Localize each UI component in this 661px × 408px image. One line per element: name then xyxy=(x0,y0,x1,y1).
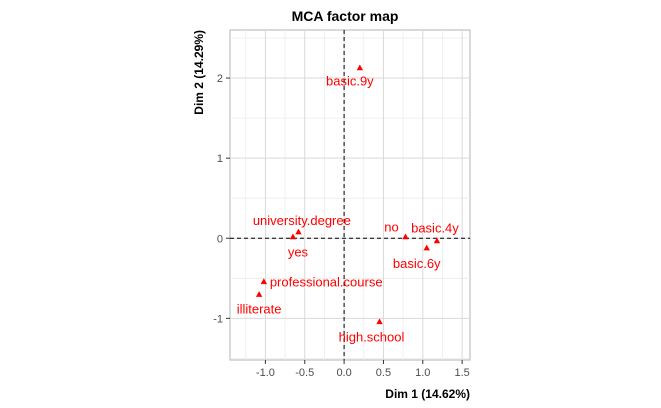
x-tick-label: -0.5 xyxy=(295,367,314,379)
data-point-marker xyxy=(295,228,302,235)
x-axis-label: Dim 1 (14.62%) xyxy=(385,387,470,401)
data-point-label: basic.4y xyxy=(411,221,459,236)
y-tick-label: 0 xyxy=(217,233,223,245)
chart-title: MCA factor map xyxy=(292,8,399,24)
data-point-label: illiterate xyxy=(237,301,282,316)
axis-ticks: -1.0 -0.5 0.0 0.5 1.0 1.5 -1 0 1 2 xyxy=(213,73,470,379)
x-tick-label: -1.0 xyxy=(256,367,275,379)
data-point-marker xyxy=(356,64,364,71)
data-point-marker xyxy=(433,237,441,244)
data-point-label: professional.course xyxy=(270,275,383,290)
data-point-marker xyxy=(289,233,297,240)
y-axis-label: Dim 2 (14.29%) xyxy=(192,30,206,115)
data-point-marker xyxy=(376,318,383,325)
x-tick-label: 1.0 xyxy=(415,367,430,379)
data-points: basic.9y university.degree yes no basic.4y ba… xyxy=(237,64,459,345)
data-point-marker xyxy=(255,291,263,297)
data-point-marker xyxy=(402,233,409,240)
x-tick-label: 0.0 xyxy=(336,367,351,379)
data-point-label: basic.6y xyxy=(393,256,441,271)
data-point-label: no xyxy=(384,220,398,235)
x-tick-label: 0.5 xyxy=(376,367,391,379)
reference-lines xyxy=(230,30,470,360)
data-point-marker xyxy=(423,244,430,251)
y-tick-label: 1 xyxy=(217,153,223,165)
y-tick-label: 2 xyxy=(217,73,223,85)
data-point-label: basic.9y xyxy=(326,74,374,89)
y-tick-label: -1 xyxy=(213,313,223,325)
data-point-label: university.degree xyxy=(253,213,351,228)
data-point-label: yes xyxy=(288,245,309,260)
data-point-label: high.school xyxy=(339,330,405,345)
x-tick-label: 1.5 xyxy=(454,367,469,379)
plot-panel xyxy=(229,29,471,361)
data-point-marker xyxy=(260,278,268,285)
